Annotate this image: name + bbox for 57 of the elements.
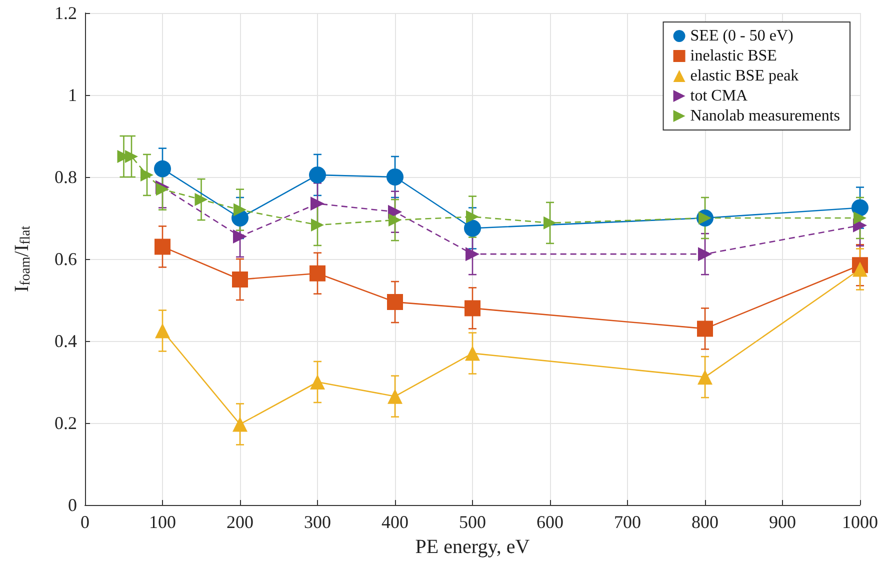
- point: [388, 388, 402, 404]
- point: [310, 196, 324, 211]
- point: [387, 294, 403, 310]
- point: [311, 218, 324, 232]
- point: [386, 168, 404, 186]
- point: [125, 150, 138, 163]
- x-axis-title: PE energy, eV: [415, 536, 530, 558]
- point: [233, 229, 247, 244]
- x-tick-label: 400: [382, 512, 408, 532]
- y-tick-label: 0.8: [54, 167, 77, 187]
- point: [155, 323, 170, 338]
- point: [464, 300, 480, 316]
- point: [154, 238, 170, 255]
- point: [698, 370, 712, 385]
- point: [697, 320, 713, 337]
- y-tick-label: 0: [68, 495, 77, 515]
- x-tick-label: 700: [614, 512, 641, 532]
- point: [852, 262, 868, 277]
- x-tick-label: 600: [536, 512, 564, 532]
- x-tick-label: 1000: [842, 512, 878, 532]
- point: [232, 416, 248, 432]
- point: [232, 272, 248, 288]
- point: [154, 160, 171, 178]
- point: [310, 374, 325, 390]
- point: [234, 203, 246, 216]
- point: [466, 247, 480, 262]
- x-tick-label: 300: [304, 512, 331, 532]
- point: [156, 182, 169, 196]
- point: [465, 346, 480, 361]
- legend-label: SEE (0 - 50 eV): [690, 28, 794, 44]
- y-axis-title: Ifoam/Iflat: [11, 226, 34, 292]
- point: [388, 214, 402, 227]
- point: [544, 216, 556, 230]
- point: [140, 168, 154, 182]
- y-tick-label: 0.6: [54, 249, 77, 269]
- point: [854, 212, 866, 224]
- x-tick-label: 800: [692, 512, 718, 532]
- y-tick-label: 1: [68, 85, 77, 105]
- point: [698, 247, 712, 262]
- y-tick-label: 0.2: [54, 413, 77, 433]
- x-tick-label: 200: [226, 512, 254, 532]
- point: [852, 199, 868, 216]
- y-tick-label: 1.2: [54, 3, 77, 23]
- point: [309, 166, 326, 184]
- point: [466, 210, 479, 224]
- legend-label: inelastic BSE: [690, 48, 777, 64]
- legend-label: tot CMA: [690, 88, 748, 104]
- legend-label: Nanolab measurements: [690, 108, 840, 124]
- y-tick-label: 0.4: [54, 331, 77, 351]
- x-tick-label: 0: [80, 512, 90, 532]
- x-tick-label: 900: [769, 512, 796, 532]
- x-tick-label: 100: [149, 512, 176, 532]
- point: [310, 265, 326, 282]
- legend-label: elastic BSE peak: [690, 68, 799, 84]
- x-tick-label: 500: [459, 512, 486, 532]
- point: [464, 220, 481, 237]
- point: [194, 193, 208, 206]
